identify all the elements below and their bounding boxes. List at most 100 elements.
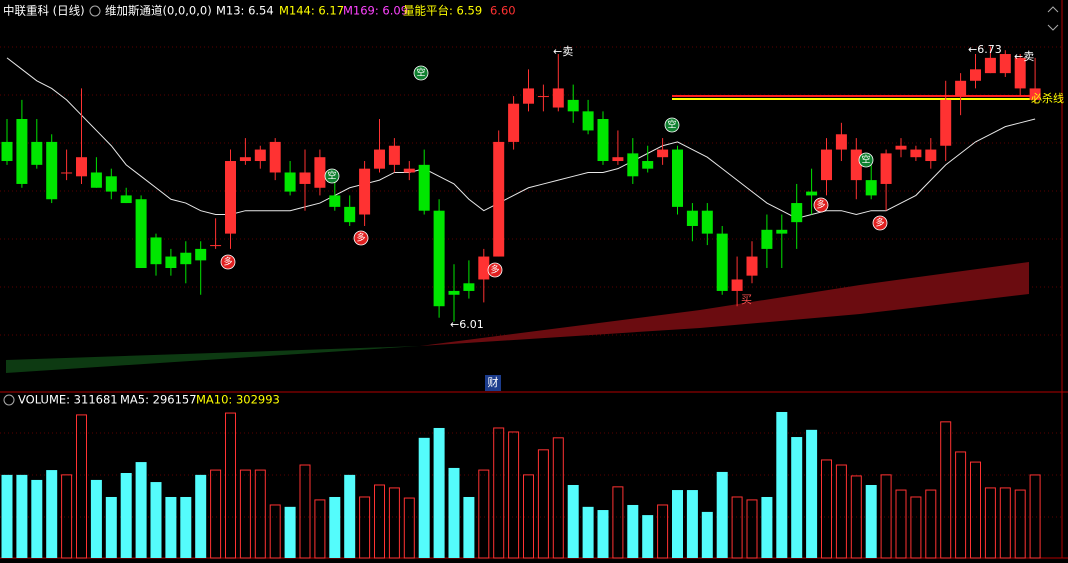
volume-bar <box>523 474 534 559</box>
candle-body <box>925 149 937 162</box>
menu-icon[interactable] <box>3 394 15 406</box>
candle-body <box>940 99 952 146</box>
volume-bar <box>612 486 624 559</box>
signal-label: 空 <box>667 119 676 131</box>
annotation: ←6.01 <box>450 318 484 331</box>
candle-body <box>31 141 43 165</box>
volume-bar <box>1 474 13 558</box>
signal-label: 多 <box>223 256 232 268</box>
annotation: 买 <box>741 293 752 306</box>
volume-bar <box>508 431 520 559</box>
signal-badge <box>664 117 680 133</box>
candle-body <box>672 149 683 207</box>
signal-label: 空 <box>327 170 336 182</box>
volume-bar <box>239 469 251 559</box>
indicator-name: 维加斯通道(0,0,0,0) <box>105 4 212 18</box>
candle-body <box>865 180 877 196</box>
volume-bar <box>90 479 102 558</box>
volume-bar <box>880 474 892 559</box>
candle-body <box>314 157 326 188</box>
volume-header: VOLUME: 311681 MA5: 296157 MA10: 302993 <box>3 393 280 407</box>
volume-bar <box>701 511 713 558</box>
volume-bar <box>403 497 415 559</box>
candle-body <box>46 141 58 200</box>
candle-body <box>150 237 162 265</box>
volume-bar <box>76 414 87 559</box>
indicator-value: 6.60 <box>490 4 516 18</box>
expand-button[interactable] <box>1047 24 1059 31</box>
candle-body <box>180 252 192 265</box>
ma10-label: MA10: 302993 <box>196 393 280 407</box>
volume-bar <box>627 504 639 558</box>
annotation: ←6.73 <box>968 43 1002 56</box>
signal-label: 多 <box>816 199 825 211</box>
candle-body <box>478 256 490 280</box>
candle-body <box>359 168 371 215</box>
volume-bar <box>910 496 922 559</box>
collapse-button[interactable] <box>1047 6 1059 13</box>
volume-bar <box>806 429 818 558</box>
candle-body <box>165 256 177 269</box>
signal-badge <box>813 197 829 213</box>
volume-bar <box>61 474 73 559</box>
candle-body <box>552 88 564 108</box>
volume-bar <box>359 496 371 559</box>
volume-bar <box>269 504 281 559</box>
candle-body <box>374 149 385 169</box>
candle-body <box>999 54 1011 74</box>
ma-line <box>6 57 1036 219</box>
candle-body <box>269 141 281 173</box>
volume-bar <box>210 469 222 559</box>
volume-bar <box>284 506 296 558</box>
volume-bar <box>731 496 743 559</box>
candle-body <box>388 145 400 165</box>
volume-bar <box>1029 474 1041 559</box>
candle-body <box>299 172 311 184</box>
menu-icon[interactable] <box>89 5 101 17</box>
indicator-value: M13: 6.54 <box>216 4 274 18</box>
volume-bar <box>865 484 877 558</box>
signal-label: 多 <box>875 217 884 229</box>
volume-bar <box>984 487 996 559</box>
candle-body <box>433 210 445 307</box>
candle-body <box>910 149 922 158</box>
candle-body <box>850 149 862 181</box>
candle-body <box>716 233 728 291</box>
volume-bar <box>150 482 162 558</box>
volume-bar <box>716 471 728 558</box>
volume-bar <box>225 412 236 559</box>
volume-bar <box>999 487 1011 559</box>
candle-body <box>344 206 356 223</box>
signal-badge <box>220 254 236 270</box>
signal-badge <box>353 230 369 246</box>
signal-label: 多 <box>490 264 499 276</box>
volume-bar <box>582 506 594 558</box>
volume-bar <box>478 469 490 559</box>
volume-bar <box>925 489 937 559</box>
signal-badge <box>487 262 503 278</box>
volume-bar <box>776 411 788 558</box>
volume-bar <box>135 462 147 558</box>
candle-body <box>329 195 341 207</box>
signal-label: 多 <box>356 232 365 244</box>
candle-body <box>537 96 549 98</box>
volume-bar <box>537 449 549 559</box>
volume-bar <box>761 496 773 558</box>
candle-body <box>254 149 266 162</box>
candle-body <box>418 164 430 211</box>
candle-body <box>284 172 296 192</box>
candle-body <box>686 210 698 226</box>
candle-body <box>567 99 579 112</box>
candle-body <box>239 157 251 162</box>
candle-body <box>1029 88 1041 100</box>
volume-bar <box>672 490 683 558</box>
candle-body <box>403 168 415 173</box>
volume-bar <box>344 474 356 558</box>
candle-body <box>225 161 236 234</box>
annotation: 财 <box>488 375 499 389</box>
candle-body <box>448 290 460 295</box>
candle-body <box>835 134 847 150</box>
candle-body <box>821 149 832 181</box>
candle-body <box>984 57 996 74</box>
